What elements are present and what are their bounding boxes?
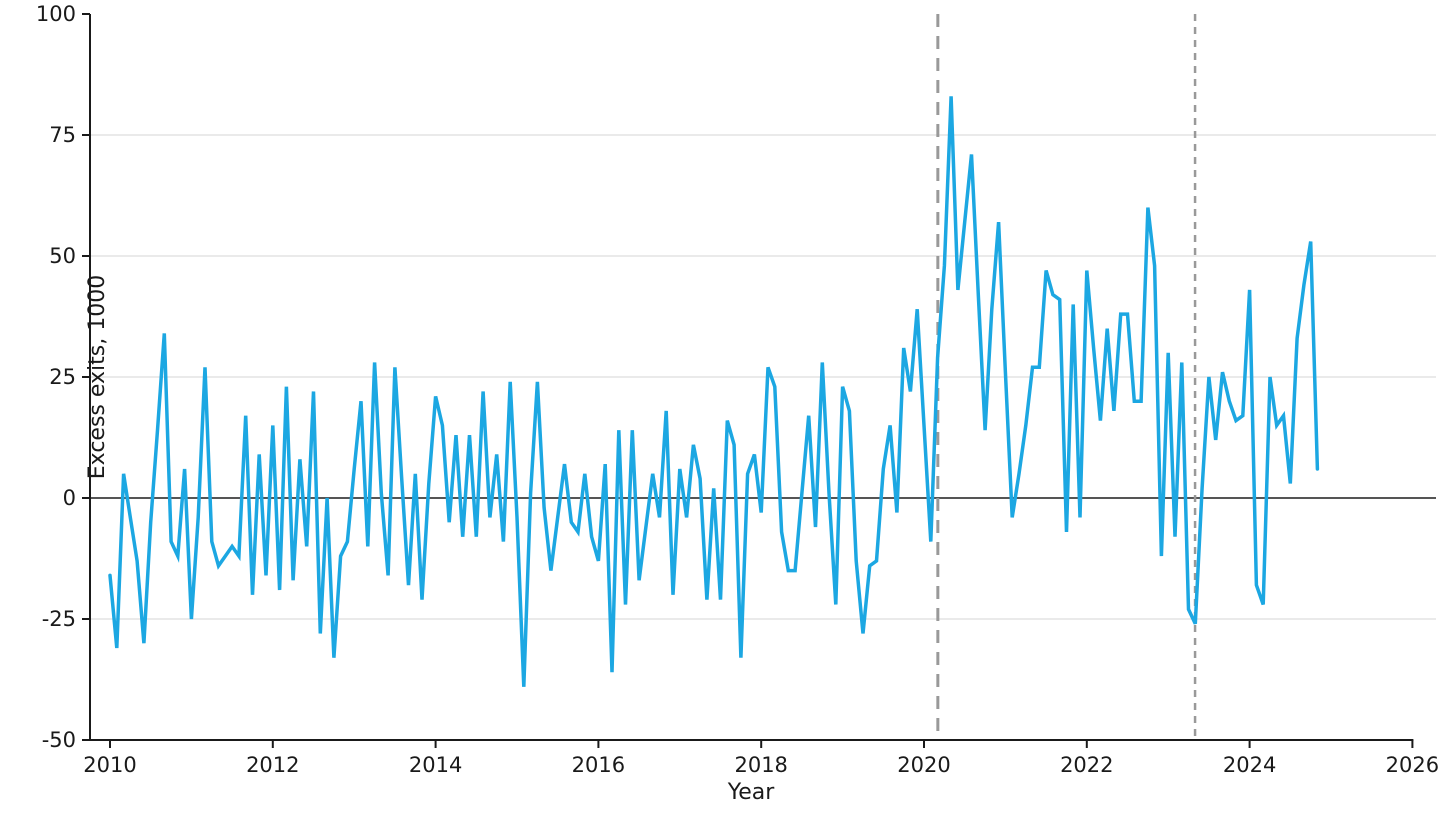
x-tick-label: 2010 xyxy=(83,753,136,777)
x-tick-label: 2014 xyxy=(409,753,462,777)
x-tick-label: 2026 xyxy=(1386,753,1439,777)
x-axis-title: Year xyxy=(727,780,775,805)
y-tick-label: 0 xyxy=(63,486,76,510)
excess-exits-line xyxy=(108,96,1320,687)
x-tick-label: 2024 xyxy=(1223,753,1276,777)
y-tick-label: -25 xyxy=(42,607,76,631)
x-tick-label: 2016 xyxy=(572,753,625,777)
y-axis-title: Excess exits, 1000 xyxy=(85,274,111,480)
x-tick-label: 2020 xyxy=(897,753,950,777)
y-tick-label: -50 xyxy=(42,728,76,752)
y-tick-label: 75 xyxy=(49,123,76,147)
y-tick-label: 100 xyxy=(36,2,76,26)
x-tick-label: 2018 xyxy=(734,753,787,777)
x-tick-label: 2022 xyxy=(1060,753,1113,777)
x-tick-label: 2012 xyxy=(246,753,299,777)
y-tick-label: 25 xyxy=(49,365,76,389)
y-tick-label: 50 xyxy=(49,244,76,268)
